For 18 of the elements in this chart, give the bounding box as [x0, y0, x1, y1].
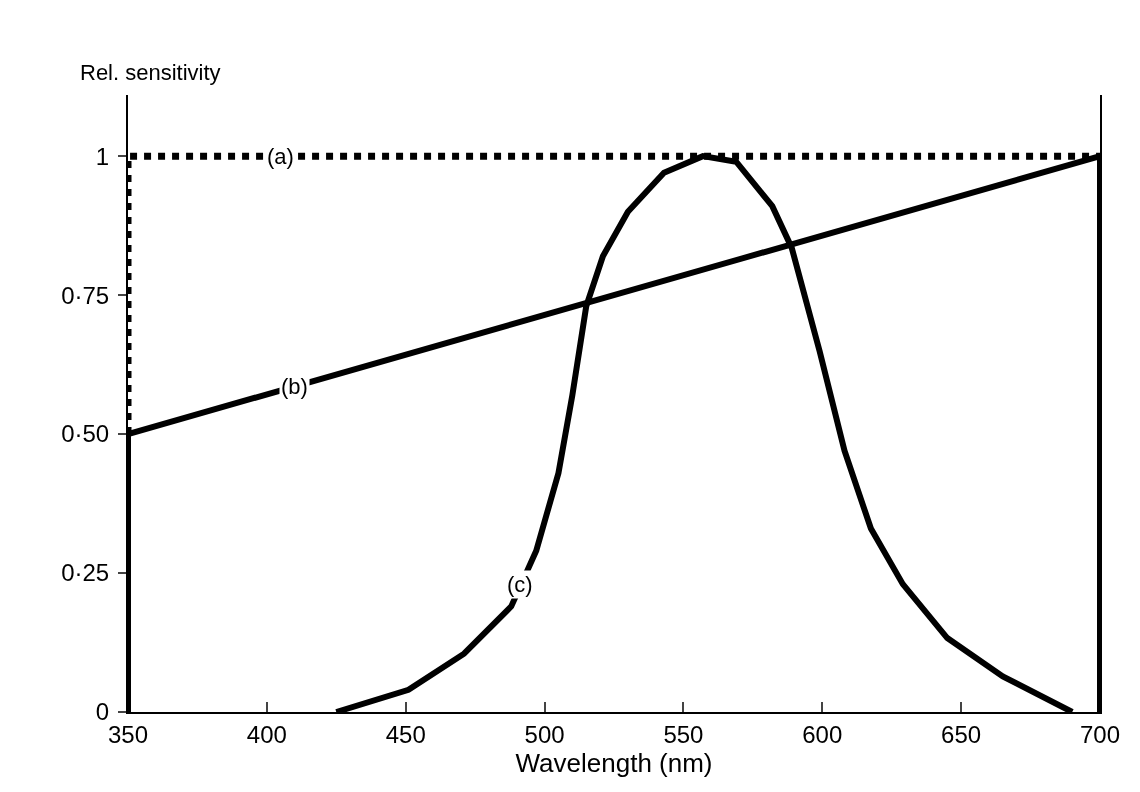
x-tick-label: 400 [246, 720, 287, 748]
y-tick-label: 0·25 [61, 559, 110, 587]
annotation: (a) [267, 144, 294, 169]
annotation: (c) [507, 572, 533, 597]
x-tick-label: 450 [385, 720, 426, 748]
y-tick-label: 0·50 [61, 420, 110, 448]
x-tick-label: 700 [1079, 720, 1121, 748]
x-tick-label: 650 [941, 720, 982, 748]
x-tick-label: 600 [802, 720, 843, 748]
y-tick-label: 0·75 [61, 281, 110, 309]
y-axis-title: Rel. sensitivity [80, 60, 221, 85]
x-tick-label: 350 [107, 720, 149, 748]
x-tick-label: 500 [524, 720, 565, 748]
y-tick-label: 1 [95, 142, 110, 170]
x-tick-label: 550 [663, 720, 704, 748]
y-tick-label: 0 [95, 698, 110, 726]
x-axis-title: Wavelength (nm) [515, 747, 713, 778]
annotation: (b) [281, 374, 308, 399]
